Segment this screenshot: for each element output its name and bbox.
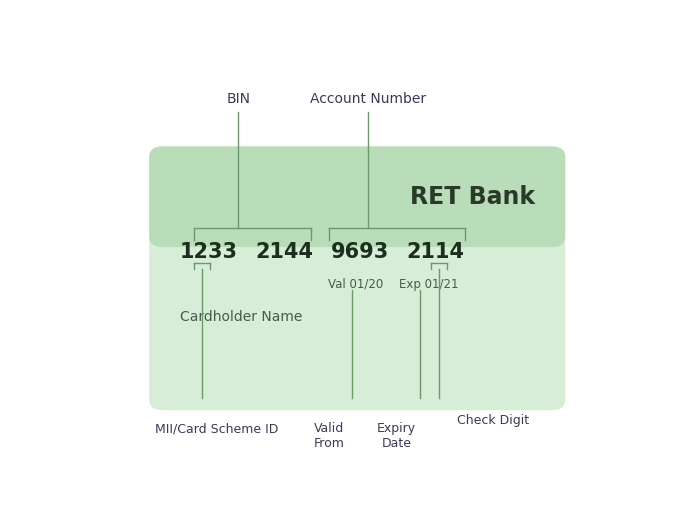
Text: RET Bank: RET Bank [411, 185, 535, 209]
Text: Val 01/20: Val 01/20 [328, 278, 383, 291]
FancyBboxPatch shape [149, 147, 565, 247]
Text: Expiry
Date: Expiry Date [377, 422, 416, 451]
Text: Cardholder Name: Cardholder Name [180, 310, 302, 324]
Text: 1233: 1233 [180, 242, 238, 262]
Text: BIN: BIN [227, 92, 250, 106]
Text: 9693: 9693 [331, 242, 389, 262]
Text: Valid
From: Valid From [314, 422, 344, 451]
Text: MII/Card Scheme ID: MII/Card Scheme ID [155, 422, 278, 435]
FancyBboxPatch shape [149, 147, 565, 410]
Text: 2114: 2114 [406, 242, 464, 262]
Bar [163, 213, 552, 237]
Text: Exp 01/21: Exp 01/21 [399, 278, 458, 291]
Text: Account Number: Account Number [310, 92, 426, 106]
Text: Check Digit: Check Digit [457, 414, 529, 427]
Text: 2144: 2144 [255, 242, 313, 262]
